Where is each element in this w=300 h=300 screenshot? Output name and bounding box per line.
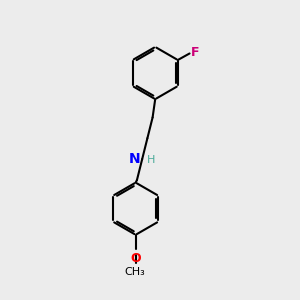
Text: O: O — [130, 252, 141, 265]
Text: H: H — [147, 155, 155, 165]
Text: F: F — [191, 46, 200, 59]
Text: N: N — [129, 152, 141, 166]
Text: CH₃: CH₃ — [124, 267, 145, 278]
